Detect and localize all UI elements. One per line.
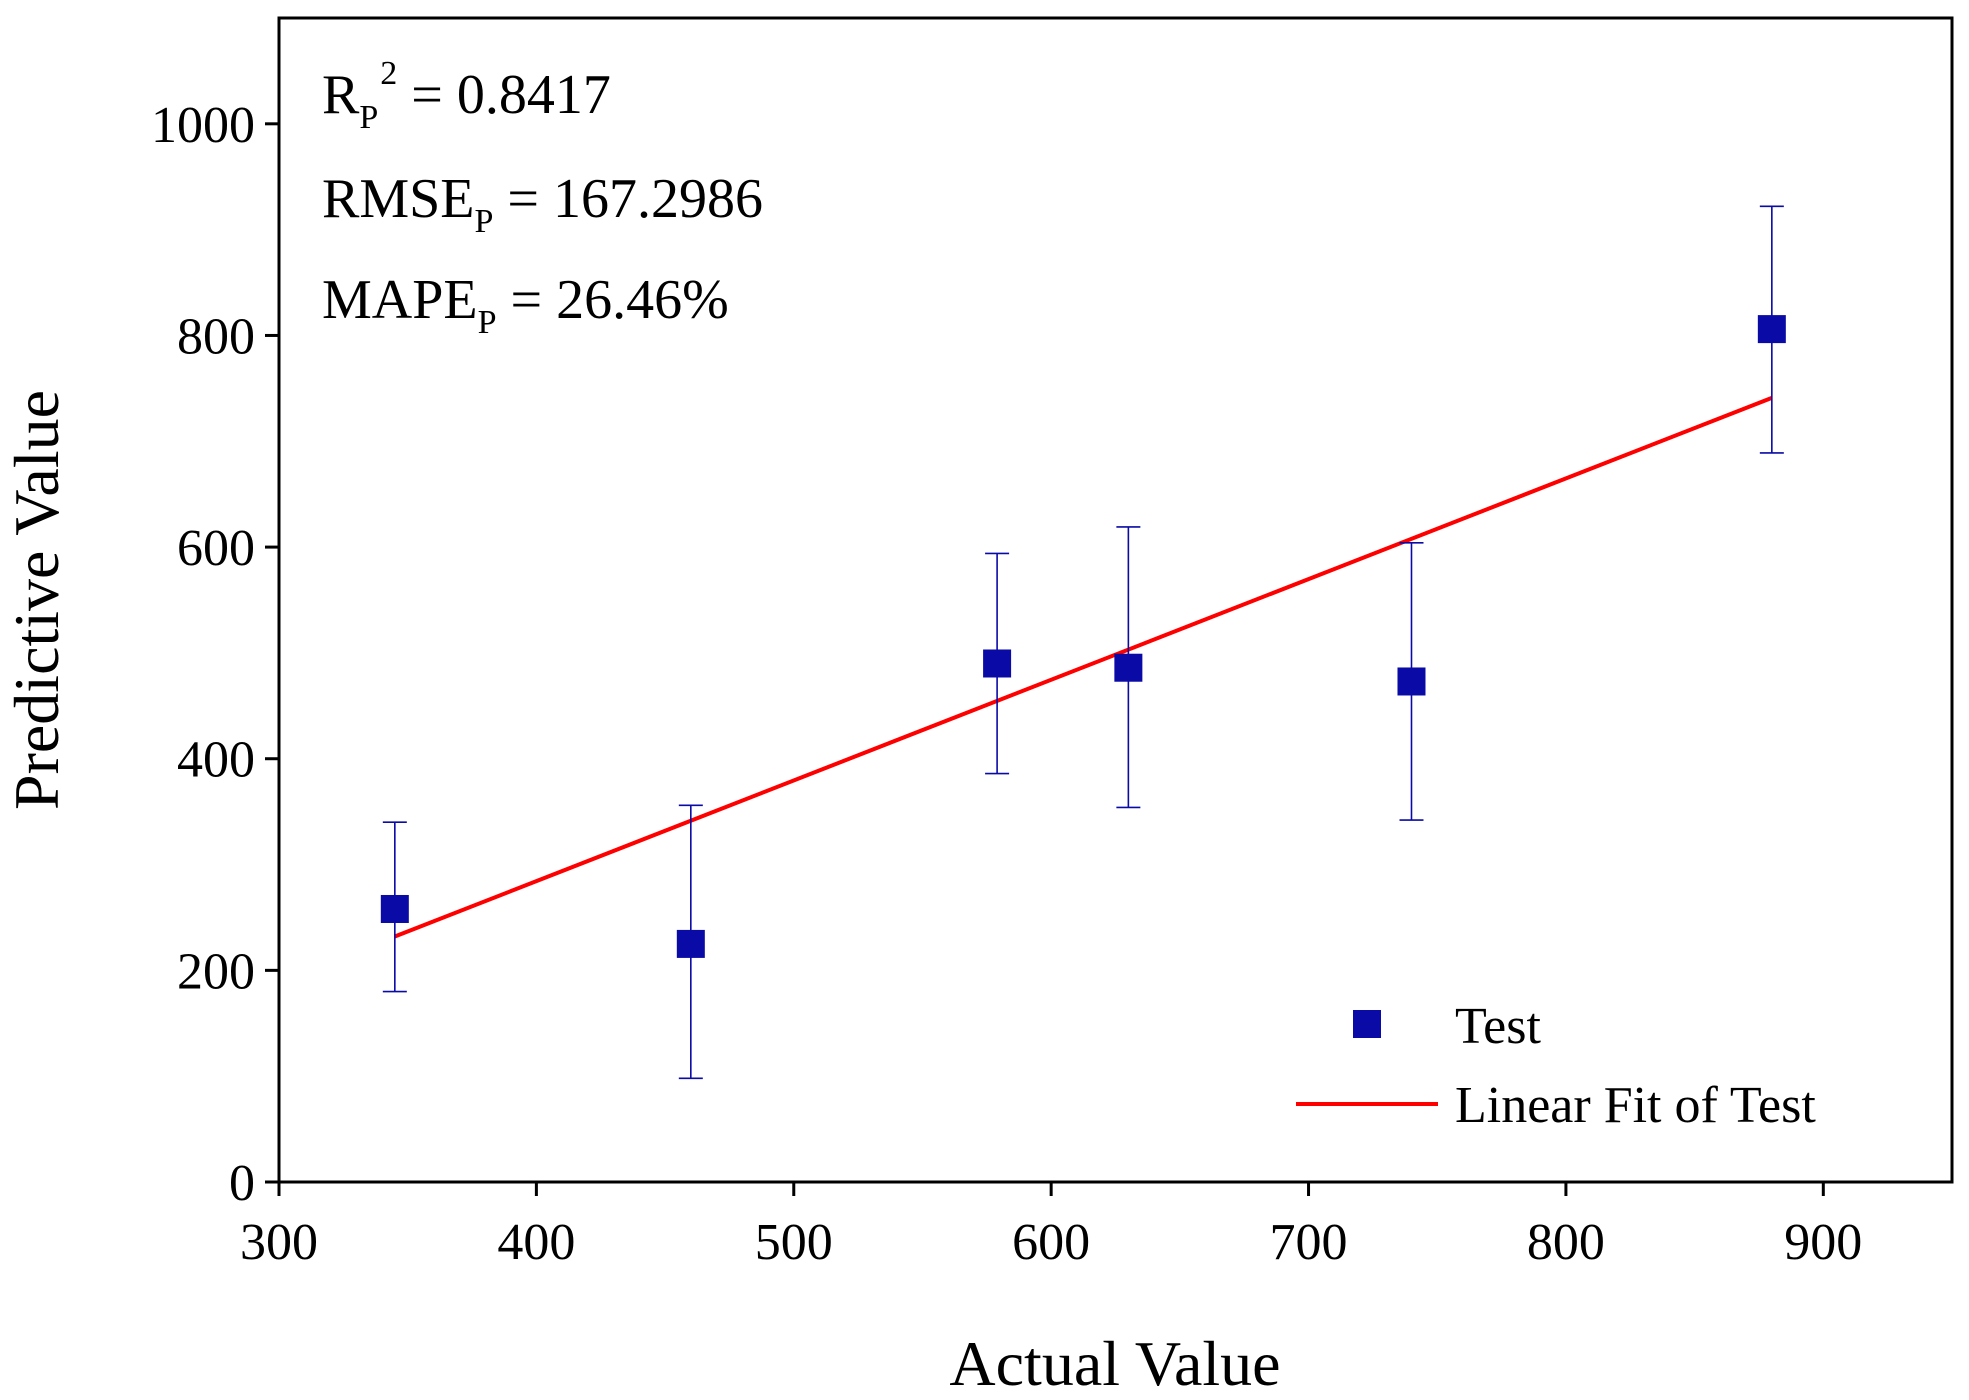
x-tick-label: 400 xyxy=(497,1214,575,1271)
plot-frame xyxy=(277,16,1954,1184)
annotation-mape: MAPEP = 26.46% xyxy=(322,269,729,341)
annotation-r2: RP2 = 0.8417 xyxy=(322,55,611,136)
y-axis-title: Predictive Value xyxy=(1,390,72,810)
legend-marker-test xyxy=(1353,1010,1381,1038)
points-layer xyxy=(380,205,1786,1080)
data-point xyxy=(380,894,409,923)
x-tick-label: 700 xyxy=(1270,1214,1348,1271)
x-tick-label: 600 xyxy=(1012,1214,1090,1271)
x-axis-ticks: 300 400 500 600 700 800 900 xyxy=(240,1182,1862,1271)
data-point xyxy=(1114,653,1143,682)
annotation-rmse: RMSEP = 167.2986 xyxy=(322,168,763,240)
x-tick-label: 900 xyxy=(1784,1214,1862,1271)
y-tick-label: 800 xyxy=(177,308,255,365)
legend-label-test: Test xyxy=(1455,998,1541,1055)
y-tick-label: 200 xyxy=(177,943,255,1000)
data-point xyxy=(1397,667,1426,696)
data-point xyxy=(676,929,705,958)
y-tick-label: 400 xyxy=(177,732,255,789)
data-point xyxy=(1757,315,1786,344)
x-axis-title: Actual Value xyxy=(949,1328,1280,1399)
data-point xyxy=(983,649,1012,678)
fit-line-layer xyxy=(394,396,1773,939)
linear-fit-line xyxy=(394,396,1773,939)
x-tick-label: 500 xyxy=(755,1214,833,1271)
x-tick-label: 800 xyxy=(1527,1214,1605,1271)
y-tick-label: 1000 xyxy=(151,97,255,154)
x-tick-label: 300 xyxy=(240,1214,318,1271)
y-tick-label: 0 xyxy=(229,1155,255,1212)
legend: Test Linear Fit of Test xyxy=(1296,998,1816,1134)
y-axis-ticks: 0 200 400 600 800 1000 xyxy=(151,97,279,1212)
y-tick-label: 600 xyxy=(177,520,255,577)
legend-label-fit: Linear Fit of Test xyxy=(1455,1077,1816,1134)
